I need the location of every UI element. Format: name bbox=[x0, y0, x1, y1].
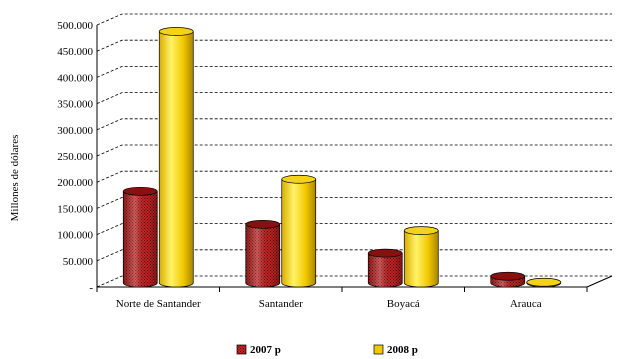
y-tick-label: 300.000 bbox=[57, 125, 93, 137]
bar bbox=[403, 226, 439, 288]
gridline bbox=[96, 39, 612, 52]
y-tick-label: 350.000 bbox=[57, 99, 93, 111]
y-tick-label: 250.000 bbox=[57, 151, 93, 163]
gridline bbox=[96, 118, 612, 131]
gridline bbox=[96, 249, 612, 262]
gridline bbox=[96, 92, 612, 104]
bar bbox=[122, 186, 158, 288]
legend-swatch bbox=[236, 344, 247, 355]
bar bbox=[490, 271, 526, 288]
legend-label: 2008 p bbox=[387, 344, 418, 356]
gridline bbox=[96, 144, 612, 157]
y-tick-label: 400.000 bbox=[57, 72, 93, 84]
bar bbox=[367, 248, 403, 288]
y-tick-label: 150.000 bbox=[57, 203, 93, 215]
category-label: Boyacá bbox=[387, 298, 420, 310]
legend-item: 2007 p bbox=[236, 344, 281, 356]
gridlines bbox=[96, 13, 612, 262]
bar bbox=[158, 27, 194, 288]
y-tick-label: 500.000 bbox=[57, 20, 93, 32]
gridline bbox=[96, 170, 612, 183]
legend-swatch bbox=[373, 344, 384, 355]
category-labels: Norte de Santander Santander Boyacá Arauca bbox=[116, 298, 542, 310]
legend: 2007 p 2008 p bbox=[236, 344, 418, 356]
bar bbox=[281, 174, 317, 288]
bars bbox=[122, 27, 562, 288]
legend-item: 2008 p bbox=[373, 344, 418, 356]
category-label: Santander bbox=[259, 298, 303, 310]
floor-back-edge bbox=[96, 275, 612, 288]
y-tick-label: 450.000 bbox=[57, 46, 93, 58]
y-tick-label: 200.000 bbox=[57, 177, 93, 189]
floor-right-edge bbox=[586, 275, 613, 288]
y-axis-label: Millones de dólares bbox=[9, 135, 21, 222]
legend-label: 2007 p bbox=[250, 344, 281, 356]
gridline bbox=[96, 196, 612, 209]
y-tick-label: - bbox=[89, 282, 93, 294]
y-tick-label: 100.000 bbox=[57, 230, 93, 242]
gridline bbox=[96, 223, 612, 235]
category-label: Arauca bbox=[510, 298, 542, 310]
bar bbox=[245, 219, 281, 288]
y-tick-label: 50.000 bbox=[63, 256, 94, 268]
gridline bbox=[96, 13, 612, 26]
bar bbox=[526, 277, 562, 288]
y-tick-labels: - 50.000 100.000 150.000 200.000 250.000 300.0… bbox=[57, 20, 93, 294]
category-label: Norte de Santander bbox=[116, 298, 201, 310]
gridline bbox=[96, 66, 612, 78]
